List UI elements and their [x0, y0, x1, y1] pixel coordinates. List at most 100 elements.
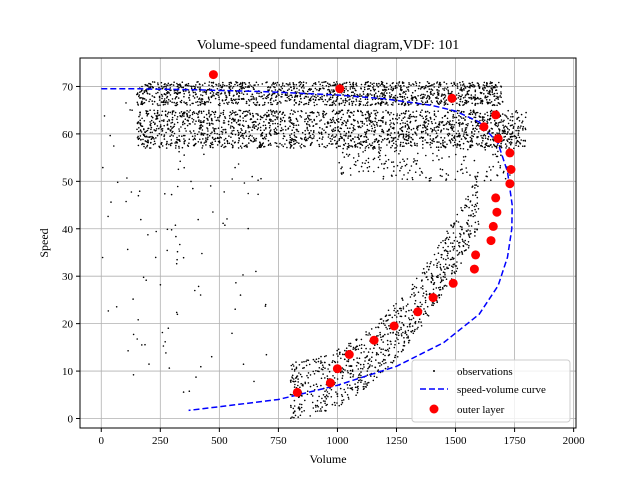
observation-point — [465, 131, 468, 133]
observation-point — [221, 99, 224, 101]
observation-point — [346, 127, 349, 129]
observation-point — [166, 140, 168, 143]
observation-point — [437, 287, 440, 289]
observation-point — [280, 127, 283, 129]
observation-point — [388, 114, 391, 116]
observation-point — [340, 394, 343, 396]
observation-point — [369, 82, 372, 84]
observation-point — [294, 410, 296, 412]
observation-point — [279, 110, 281, 113]
observation-point — [415, 277, 418, 280]
observation-point — [126, 177, 128, 179]
observation-point — [282, 112, 284, 114]
observation-point — [403, 337, 405, 339]
observation-point — [140, 131, 143, 133]
observation-point — [370, 89, 372, 92]
observation-point — [446, 128, 448, 130]
observation-point — [324, 377, 326, 379]
observation-point — [318, 81, 320, 83]
observation-point — [322, 373, 324, 375]
observation-point — [433, 110, 436, 113]
observation-point — [309, 415, 312, 417]
observation-point — [366, 124, 369, 127]
observation-point — [163, 119, 165, 121]
observation-point — [152, 86, 154, 89]
y-tick-label: 40 — [62, 224, 74, 236]
observation-point — [139, 122, 141, 124]
observation-point — [228, 115, 231, 117]
observation-point — [350, 91, 353, 94]
observation-point — [137, 194, 140, 197]
observation-point — [324, 123, 326, 125]
observation-point — [203, 116, 206, 118]
observation-point — [403, 116, 406, 118]
observation-point — [153, 96, 155, 98]
observation-point — [309, 385, 312, 388]
observation-point — [464, 96, 466, 98]
observation-point — [169, 94, 172, 96]
observation-point — [442, 258, 445, 260]
observation-point — [174, 91, 177, 94]
observation-point — [456, 249, 458, 252]
observation-point — [471, 102, 474, 105]
observation-point — [498, 130, 501, 132]
observation-point — [486, 102, 489, 104]
observation-point — [251, 121, 254, 124]
observation-point — [460, 95, 463, 98]
observation-point — [474, 184, 476, 186]
observation-point — [330, 119, 333, 122]
observation-point — [432, 288, 435, 291]
observation-point — [214, 116, 216, 118]
observation-point — [447, 120, 449, 123]
observation-point — [347, 359, 350, 361]
observation-point — [490, 114, 492, 116]
observation-point — [438, 293, 440, 296]
observation-point — [229, 81, 232, 84]
observation-point — [443, 104, 446, 106]
observation-point — [295, 118, 298, 121]
observation-point — [310, 129, 312, 132]
observation-point — [171, 98, 174, 100]
observation-point — [356, 391, 359, 394]
observation-point — [289, 113, 292, 115]
observation-point — [289, 143, 292, 146]
observation-point — [206, 127, 208, 129]
observation-point — [393, 309, 395, 312]
observation-point — [348, 344, 350, 347]
observation-point — [425, 271, 428, 273]
observation-point — [399, 88, 402, 90]
observation-point — [368, 359, 370, 361]
observation-point — [447, 245, 449, 248]
observation-point — [261, 134, 264, 137]
observation-point — [445, 237, 447, 240]
observation-point — [196, 112, 198, 115]
observation-point — [520, 113, 523, 116]
y-tick-label: 50 — [62, 176, 74, 188]
observation-point — [206, 122, 208, 125]
observation-point — [286, 146, 288, 149]
observation-point — [472, 96, 475, 98]
observation-point — [297, 130, 300, 133]
observation-point — [285, 129, 287, 131]
observation-point — [481, 137, 483, 139]
observation-point — [145, 89, 147, 92]
observation-point — [211, 141, 214, 144]
observation-point — [499, 121, 501, 124]
observation-point — [274, 118, 277, 121]
observation-point — [357, 153, 360, 155]
observation-point — [219, 102, 221, 105]
observation-point — [470, 214, 472, 216]
observation-point — [365, 132, 367, 134]
observation-point — [395, 143, 397, 146]
observation-point — [331, 403, 334, 406]
observation-point — [483, 89, 485, 91]
observation-point — [293, 104, 296, 106]
observation-point — [457, 92, 460, 95]
observation-point — [184, 127, 186, 130]
observation-point — [510, 138, 513, 141]
observation-point — [163, 93, 166, 95]
observation-point — [380, 147, 382, 149]
speed-volume-curve — [101, 88, 513, 412]
observation-point — [422, 147, 424, 149]
observation-point — [248, 142, 250, 144]
